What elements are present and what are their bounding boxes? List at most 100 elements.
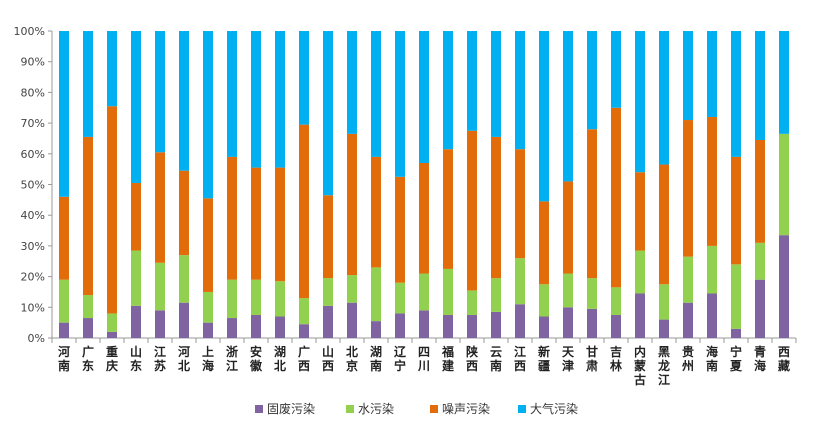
bar-segment <box>395 31 405 177</box>
bar-segment <box>371 321 381 338</box>
bar-segment <box>179 302 189 338</box>
x-tick-label: 江苏 <box>154 344 166 373</box>
bar-segment <box>131 31 141 183</box>
legend-label: 大气污染 <box>530 401 578 416</box>
legend-label: 水污染 <box>358 401 394 416</box>
bar-segment <box>251 279 261 315</box>
bar-segment <box>59 279 69 323</box>
bar-segment <box>755 31 765 140</box>
bar-segment <box>443 314 453 338</box>
bar-segment <box>347 302 357 338</box>
bar-segment <box>659 31 669 165</box>
bar-segment <box>227 31 237 157</box>
bar-segment <box>227 156 237 280</box>
x-tick-label: 安徽 <box>249 344 263 373</box>
bar-segment <box>635 250 645 294</box>
bar-segment <box>635 172 645 251</box>
bar-segment <box>443 31 453 150</box>
bar-segment <box>179 255 189 303</box>
legend-swatch <box>518 405 526 413</box>
bar-segment <box>683 302 693 338</box>
bar-segment <box>107 106 117 314</box>
bar-segment <box>587 129 597 279</box>
y-tick-label: 50% <box>21 179 45 192</box>
bar-segment <box>491 31 501 137</box>
bar-segment <box>179 170 189 256</box>
bar-segment <box>299 324 309 338</box>
bar-segment <box>683 256 693 303</box>
bar-segment <box>779 235 789 338</box>
bar-segment <box>275 167 285 282</box>
bar-segment <box>83 136 93 296</box>
bar-segment <box>707 245 717 294</box>
bar-segment <box>539 316 549 338</box>
x-tick-label: 江西 <box>514 344 526 373</box>
y-tick-label: 100% <box>14 25 45 38</box>
bar-segment <box>707 116 717 246</box>
bar-segment <box>275 316 285 338</box>
bar-segment <box>659 164 669 285</box>
bar-segment <box>179 31 189 171</box>
bar-segment <box>635 31 645 173</box>
legend-swatch <box>346 405 354 413</box>
bar-segment <box>323 31 333 196</box>
y-tick-label: 0% <box>28 332 45 345</box>
bar-segment <box>539 31 549 202</box>
bar-segment <box>491 311 501 338</box>
bar-segment <box>203 31 213 199</box>
x-tick-label: 广西 <box>298 344 310 373</box>
legend: 固废污染 水污染 噪声污染 大气污染 <box>255 401 578 416</box>
bar-segment <box>755 279 765 338</box>
bar-segment <box>611 107 621 288</box>
y-tick-label: 80% <box>21 86 45 99</box>
bar-segment <box>395 176 405 283</box>
y-tick-label: 60% <box>21 148 45 161</box>
legend-label: 固废污染 <box>267 401 315 416</box>
legend-swatch <box>430 405 438 413</box>
bar-segment <box>275 281 285 317</box>
bar-segment <box>731 264 741 329</box>
bar-segment <box>683 120 693 257</box>
bar-segment <box>347 31 357 134</box>
bar-segment <box>707 31 717 117</box>
bar-segment <box>395 313 405 338</box>
bar-segment <box>587 308 597 338</box>
x-tick-label: 陕西 <box>466 344 478 373</box>
x-tick-label: 新疆 <box>538 344 550 373</box>
x-tick-label: 河南 <box>57 344 70 373</box>
axes: 0% 10% 20% 30% 40% 50% 60% 70% 80% 90% 100% <box>14 25 797 345</box>
x-tick-label: 河北 <box>177 344 190 373</box>
bar-segment <box>779 31 789 134</box>
bar-segment <box>131 250 141 306</box>
bar-segment <box>443 149 453 269</box>
bar-segment <box>683 31 693 121</box>
y-tick-label: 70% <box>21 117 45 130</box>
bar-segment <box>323 278 333 306</box>
x-tick-label: 湖南 <box>370 344 382 373</box>
bar-segment <box>731 31 741 157</box>
bar-segment <box>251 314 261 338</box>
bar-segment <box>419 31 429 164</box>
bar-segment <box>107 331 117 338</box>
x-tick-label: 青海 <box>754 344 766 373</box>
bar-segment <box>755 242 765 280</box>
bar-segment <box>515 149 525 259</box>
bar-segment <box>539 284 549 317</box>
bar-segment <box>731 328 741 338</box>
bar-segment <box>587 31 597 130</box>
x-tick-label: 广东 <box>82 344 94 373</box>
x-tick-label: 内蒙古 <box>634 344 646 387</box>
bar-segment <box>539 201 549 285</box>
bar-segment <box>611 314 621 338</box>
bar-segment <box>467 130 477 291</box>
bar-segment <box>419 310 429 338</box>
bar-segment <box>299 124 309 299</box>
y-tick-label: 20% <box>21 271 45 284</box>
bar-segment <box>563 273 573 308</box>
bar-segment <box>515 304 525 338</box>
bar-segment <box>155 262 165 311</box>
x-tick-label: 吉林 <box>610 344 622 373</box>
bar-segment <box>707 293 717 338</box>
bar-segment <box>323 305 333 338</box>
